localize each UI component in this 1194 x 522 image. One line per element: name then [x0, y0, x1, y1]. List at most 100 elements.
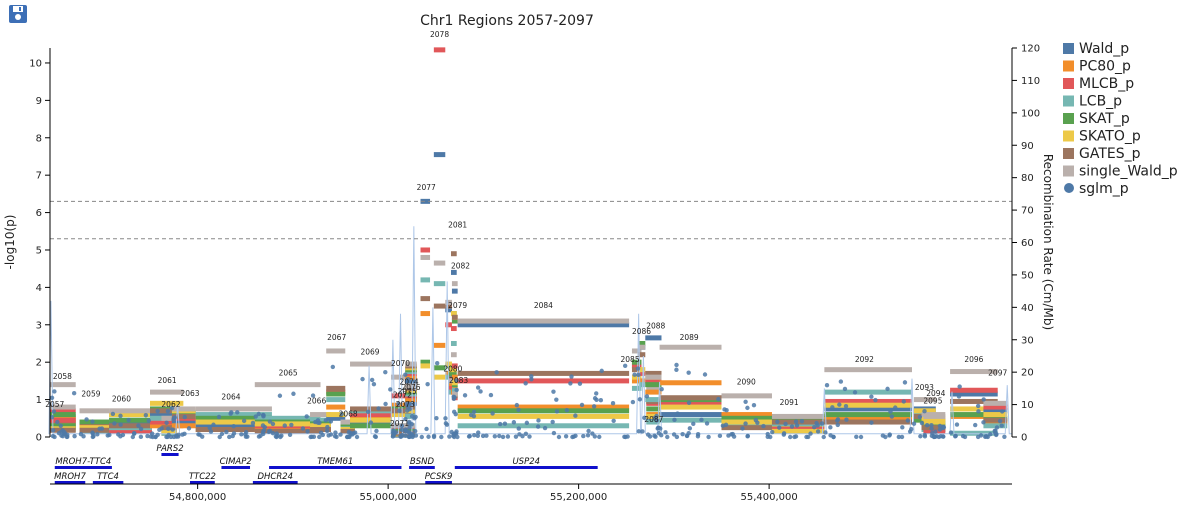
sglm-point	[973, 422, 978, 428]
sglm-point	[788, 434, 793, 440]
region-bar-2088-GATES_p	[645, 370, 662, 376]
sglm-point	[324, 428, 330, 434]
sglm-point	[253, 414, 258, 419]
sglm-point	[138, 426, 144, 432]
region-label: 2089	[680, 333, 699, 342]
sglm-point	[937, 423, 943, 429]
sglm-point	[374, 428, 379, 434]
region-bar-2075-single_Wald_p	[405, 384, 417, 390]
region-bar-2067-SKATO_p	[326, 412, 346, 418]
sglm-point	[369, 377, 375, 383]
sglm-point	[289, 422, 294, 428]
sglm-point	[842, 386, 848, 392]
region-bar-2096-single_Wald_p	[950, 369, 998, 375]
region-bar-2086-SKAT_p	[638, 340, 646, 346]
region-bar-2063-Wald_p	[171, 419, 196, 425]
sglm-point	[339, 411, 344, 417]
sglm-point	[699, 417, 704, 423]
legend-label-MLCB_p: MLCB_p	[1079, 76, 1134, 92]
sglm-point	[407, 419, 412, 425]
sglm-point	[717, 433, 723, 439]
region-bar-2067-SKAT_p	[326, 391, 346, 397]
legend-label-SKATO_p: SKATO_p	[1079, 129, 1141, 145]
sglm-point	[118, 413, 123, 419]
sglm-point	[480, 433, 486, 439]
region-bar-2068-single_Wald_p	[340, 419, 355, 425]
sglm-point	[328, 432, 334, 437]
region-bar-2078-GATES_p	[433, 303, 446, 309]
gene-label: DHCR24	[257, 472, 293, 482]
region-bar-2090-GATES_p	[721, 425, 772, 431]
sglm-point	[550, 419, 555, 425]
region-bar-2059-single_Wald_p	[79, 408, 110, 414]
sglm-point	[535, 424, 541, 429]
sglm-point	[333, 430, 338, 435]
sglm-point	[687, 426, 693, 431]
gene-track: MROH7-TTC4 MROH7 TTC4 PARS2 TTC22 CIMAP2 DHCR2…	[54, 444, 598, 484]
legend-label-GATES_p: GATES_p	[1079, 146, 1141, 162]
sglm-point	[52, 434, 57, 440]
sglm-point	[869, 420, 874, 425]
sglm-point	[455, 434, 460, 440]
sglm-point	[743, 399, 748, 404]
region-label: 2076	[401, 383, 420, 392]
sglm-point	[901, 399, 906, 404]
region-bar-2076-PC80_p	[405, 374, 417, 380]
sglm-point	[256, 411, 261, 417]
y2-tick-label: 10	[1021, 400, 1034, 411]
y2-tick-label: 20	[1021, 368, 1034, 379]
sglm-point	[911, 421, 917, 426]
sglm-point	[434, 415, 439, 421]
sglm-point	[640, 429, 645, 434]
sglm-point	[900, 425, 905, 430]
sglm-point	[354, 434, 360, 440]
sglm-point	[497, 433, 502, 439]
region-bar-2089-PC80_p	[659, 380, 722, 386]
sglm-point	[770, 429, 775, 435]
sglm-point	[300, 426, 306, 431]
sglm-point	[145, 433, 150, 439]
y2-tick-label: 30	[1021, 335, 1034, 346]
sglm-point	[270, 421, 276, 427]
sglm-point	[837, 402, 842, 407]
sglm-point	[413, 414, 418, 420]
sglm-point	[391, 433, 396, 438]
legend-swatch-PC80_p	[1063, 60, 1074, 72]
region-label: 2074	[400, 378, 419, 387]
region-bar-2078-single_Wald_p	[433, 260, 446, 266]
sglm-point	[216, 414, 222, 420]
region-label: 2077	[417, 183, 436, 192]
sglm-point	[453, 411, 458, 417]
sglm-point	[674, 362, 679, 368]
sglm-point	[383, 369, 388, 375]
legend-swatch-GATES_p	[1063, 148, 1074, 159]
sglm-point	[957, 384, 962, 389]
sglm-point	[922, 432, 927, 438]
region-bar-2096-GATES_p	[950, 398, 998, 404]
region-label: 2068	[339, 409, 358, 418]
sglm-point	[166, 426, 171, 432]
sglm-point	[403, 433, 408, 438]
region-bar-2095-GATES_p	[923, 425, 946, 431]
region-bar-2083-SKATO_p	[451, 380, 458, 386]
sglm-point	[439, 434, 444, 440]
sglm-point	[516, 426, 521, 431]
sglm-point	[231, 423, 236, 429]
region-bar-2081-LCB_p	[450, 340, 457, 346]
sglm-point	[893, 405, 898, 410]
floppy-disk-icon[interactable]	[8, 4, 30, 26]
sglm-point	[182, 431, 187, 437]
region-bar-2066-LCB_p	[310, 417, 331, 423]
y-tick-label: 1	[36, 395, 42, 406]
y2-tick-label: 100	[1021, 108, 1040, 119]
sglm-point	[245, 434, 250, 439]
region-bar-2080-SKAT_p	[448, 370, 457, 376]
sglm-point	[164, 420, 169, 426]
region-bar-2092-SKATO_p	[824, 402, 912, 408]
sglm-point	[97, 426, 102, 431]
sglm-point	[695, 434, 701, 439]
region-bar-2085-SKAT_p	[631, 359, 642, 365]
sglm-point	[309, 434, 315, 440]
region-bar-2079-Wald_p	[445, 307, 452, 313]
sglm-point	[372, 434, 378, 439]
